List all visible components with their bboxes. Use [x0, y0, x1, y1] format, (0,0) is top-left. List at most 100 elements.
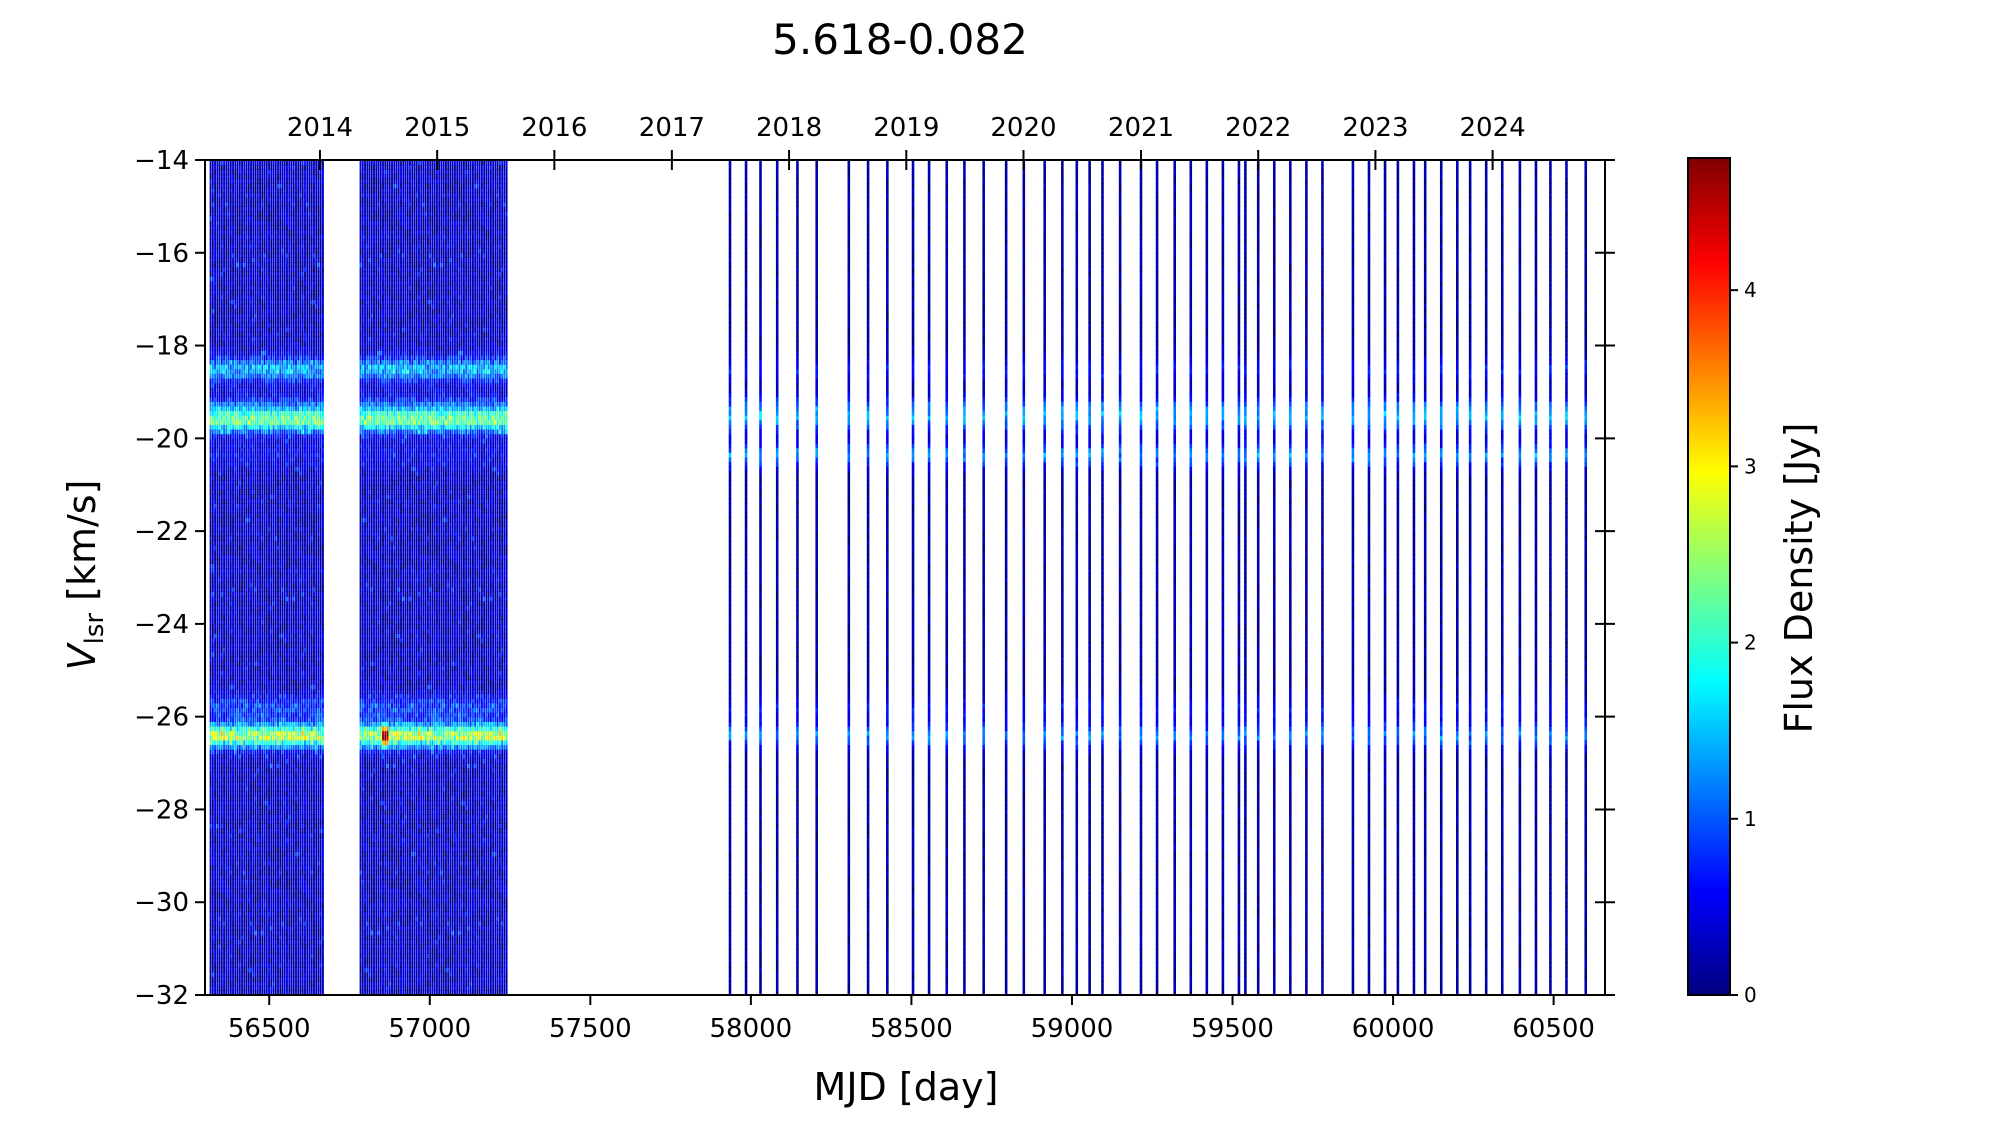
heat-cell [266, 666, 268, 671]
heat-cell [219, 930, 221, 935]
heat-cell [228, 448, 230, 453]
heat-cell [255, 763, 257, 768]
heat-cell [241, 550, 243, 555]
heat-cell [237, 313, 239, 318]
heat-cell [266, 624, 268, 629]
heat-cell [221, 972, 223, 977]
heat-cell [232, 429, 234, 434]
heat-cell [221, 462, 223, 467]
heat-cell [230, 582, 232, 587]
heat-cell [223, 239, 225, 244]
heat-cell [232, 327, 234, 332]
heat-cell [239, 448, 241, 453]
heat-cell [239, 392, 241, 397]
heat-cell [216, 587, 218, 592]
heat-cell [228, 434, 230, 439]
heat-cell [241, 888, 243, 893]
heat-cell [261, 847, 263, 852]
heat-cell [252, 466, 254, 471]
heat-cell [221, 327, 223, 332]
heat-cell [241, 782, 243, 787]
heat-cell [257, 295, 259, 300]
heat-cell [268, 721, 270, 726]
heat-cell [221, 647, 223, 652]
heat-cell [250, 689, 252, 694]
heat-cell [230, 332, 232, 337]
heat-cell [243, 276, 245, 281]
heat-cell [223, 935, 225, 940]
heat-cell [221, 851, 223, 856]
heat-cell [219, 884, 221, 889]
heat-cell [214, 513, 216, 518]
heat-cell [223, 963, 225, 968]
heat-cell [221, 299, 223, 304]
heat-cell [268, 411, 270, 416]
heat-cell [248, 666, 250, 671]
heat-cell [266, 517, 268, 522]
heat-cell [212, 202, 214, 207]
heat-cell [268, 248, 270, 253]
heat-cell [214, 429, 216, 434]
heat-cell [228, 796, 230, 801]
heat-cell [219, 629, 221, 634]
heat-cell [257, 652, 259, 657]
heat-cell [214, 471, 216, 476]
heat-cell [250, 564, 252, 569]
heat-cell [210, 707, 212, 712]
heat-cell [228, 202, 230, 207]
heat-cell [234, 684, 236, 689]
heat-cell [252, 383, 254, 388]
heat-cell [223, 475, 225, 480]
heat-cell [221, 615, 223, 620]
heat-cell [268, 689, 270, 694]
heat-cell [239, 220, 241, 225]
heat-cell [261, 165, 263, 170]
heat-cell [250, 925, 252, 930]
heat-cell [266, 805, 268, 810]
heat-cell [232, 921, 234, 926]
heat-cell [257, 234, 259, 239]
heat-cell [252, 503, 254, 508]
heat-cell [221, 378, 223, 383]
heat-cell [223, 429, 225, 434]
heat-cell [257, 912, 259, 917]
heat-cell [268, 935, 270, 940]
heat-cell [246, 661, 248, 666]
heat-cell [243, 587, 245, 592]
heat-cell [232, 591, 234, 596]
heat-cell [266, 721, 268, 726]
heat-cell [264, 893, 266, 898]
heat-cell [237, 888, 239, 893]
heat-cell [212, 355, 214, 360]
heat-cell [225, 564, 227, 569]
heat-cell [234, 244, 236, 249]
heat-cell [246, 805, 248, 810]
heat-cell [246, 814, 248, 819]
heat-cell [210, 443, 212, 448]
heat-cell [210, 397, 212, 402]
heat-cell [223, 568, 225, 573]
heat-cell [252, 448, 254, 453]
heat-cell [212, 295, 214, 300]
heat-cell [216, 712, 218, 717]
heat-cell [261, 596, 263, 601]
heat-cell [219, 749, 221, 754]
heat-cell [257, 874, 259, 879]
heat-cell [234, 967, 236, 972]
heat-cell [212, 847, 214, 852]
heat-cell [237, 401, 239, 406]
heat-cell [250, 489, 252, 494]
heat-cell [270, 842, 272, 847]
heat-cell [212, 717, 214, 722]
heat-cell [266, 791, 268, 796]
heat-cell [266, 378, 268, 383]
heat-cell [230, 939, 232, 944]
heat-cell [241, 963, 243, 968]
heat-cell [210, 591, 212, 596]
heat-cell [237, 782, 239, 787]
heat-cell [259, 698, 261, 703]
heat-cell [248, 796, 250, 801]
heat-cell [259, 907, 261, 912]
heat-cell [219, 833, 221, 838]
heat-cell [243, 383, 245, 388]
